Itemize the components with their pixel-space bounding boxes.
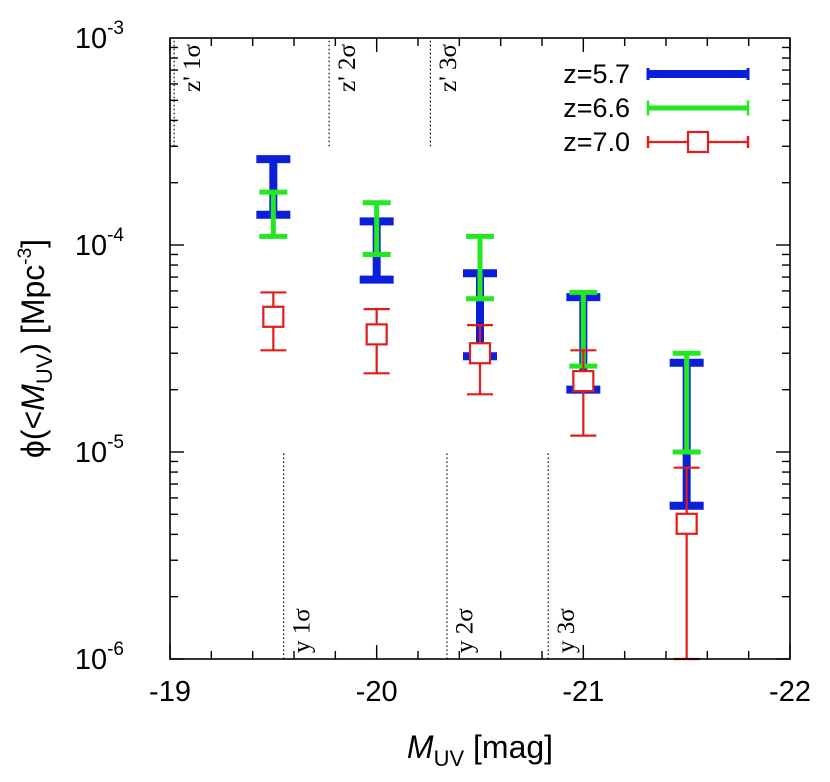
marker-square-4: [572, 370, 595, 393]
x-axis-title-unit: [mag]: [464, 729, 553, 765]
series-z-7-0: [260, 291, 700, 661]
x-axis-title-symbol: M: [407, 729, 434, 765]
marker-square-5: [675, 512, 698, 535]
data-series: [256, 155, 704, 661]
marker-square-2: [365, 323, 388, 346]
y-axis-title-unit: ) [Mpc: [15, 265, 51, 354]
marker-square-3: [468, 342, 492, 365]
y-axis-title: ϕ(<MUV) [Mpc-3]: [15, 239, 57, 458]
legend-marker-3: [686, 130, 710, 154]
x-tick-label-4: -22: [769, 676, 811, 708]
y-tick-label-4: 10-6: [75, 639, 124, 676]
series-z-6-6: [259, 189, 701, 455]
legend-label-2: z=6.6: [563, 93, 630, 123]
y-axis-title-suffix: ]: [15, 239, 51, 248]
y-tick-exponent: -6: [107, 639, 124, 660]
y-axis-title-prefix: ϕ(<: [15, 411, 51, 458]
y-axis-title-symbol: M: [15, 384, 51, 411]
x-axis-title: MUV [mag]: [407, 729, 553, 771]
y-tick-base: 10: [75, 644, 107, 676]
x-axis-title-subscript: UV: [434, 746, 465, 771]
y-axis-title-exponent: -3: [15, 248, 36, 265]
y-tick-label-2: 10-4: [75, 225, 125, 262]
y-tick-base: 10: [75, 23, 107, 55]
limit-label-4: y 1σ: [288, 608, 315, 653]
x-tick-label-2: -20: [356, 676, 398, 708]
y-tick-label-1: 10-3: [75, 18, 124, 55]
x-tick-label-1: -19: [149, 676, 191, 708]
y-tick-label-3: 10-5: [75, 432, 124, 469]
limit-label-1: z' 1σ: [179, 43, 206, 91]
x-tick-label-3: -21: [562, 676, 604, 708]
limit-label-6: y 3σ: [553, 608, 580, 653]
sigma-limit-annotations: z' 1σ z' 2σ z' 3σ y 1σ y 2σ y 3σ: [173, 38, 580, 659]
y-tick-base: 10: [75, 437, 107, 469]
legend-label-1: z=5.7: [563, 59, 630, 89]
limit-label-3: z' 3σ: [435, 43, 462, 91]
marker-square-1: [262, 305, 285, 328]
legend-label-3: z=7.0: [563, 127, 630, 157]
legend: z=5.7 z=6.6 z=7.0: [563, 59, 750, 157]
y-tick-exponent: -3: [107, 18, 124, 39]
y-axis-title-subscript: UV: [32, 353, 57, 384]
y-tick-base: 10: [75, 230, 107, 262]
y-tick-exponent: -4: [107, 225, 124, 246]
plot-frame: [169, 37, 791, 660]
limit-label-2: z' 2σ: [334, 43, 361, 91]
limit-label-5: y 2σ: [452, 608, 479, 653]
y-tick-exponent: -5: [107, 432, 124, 453]
